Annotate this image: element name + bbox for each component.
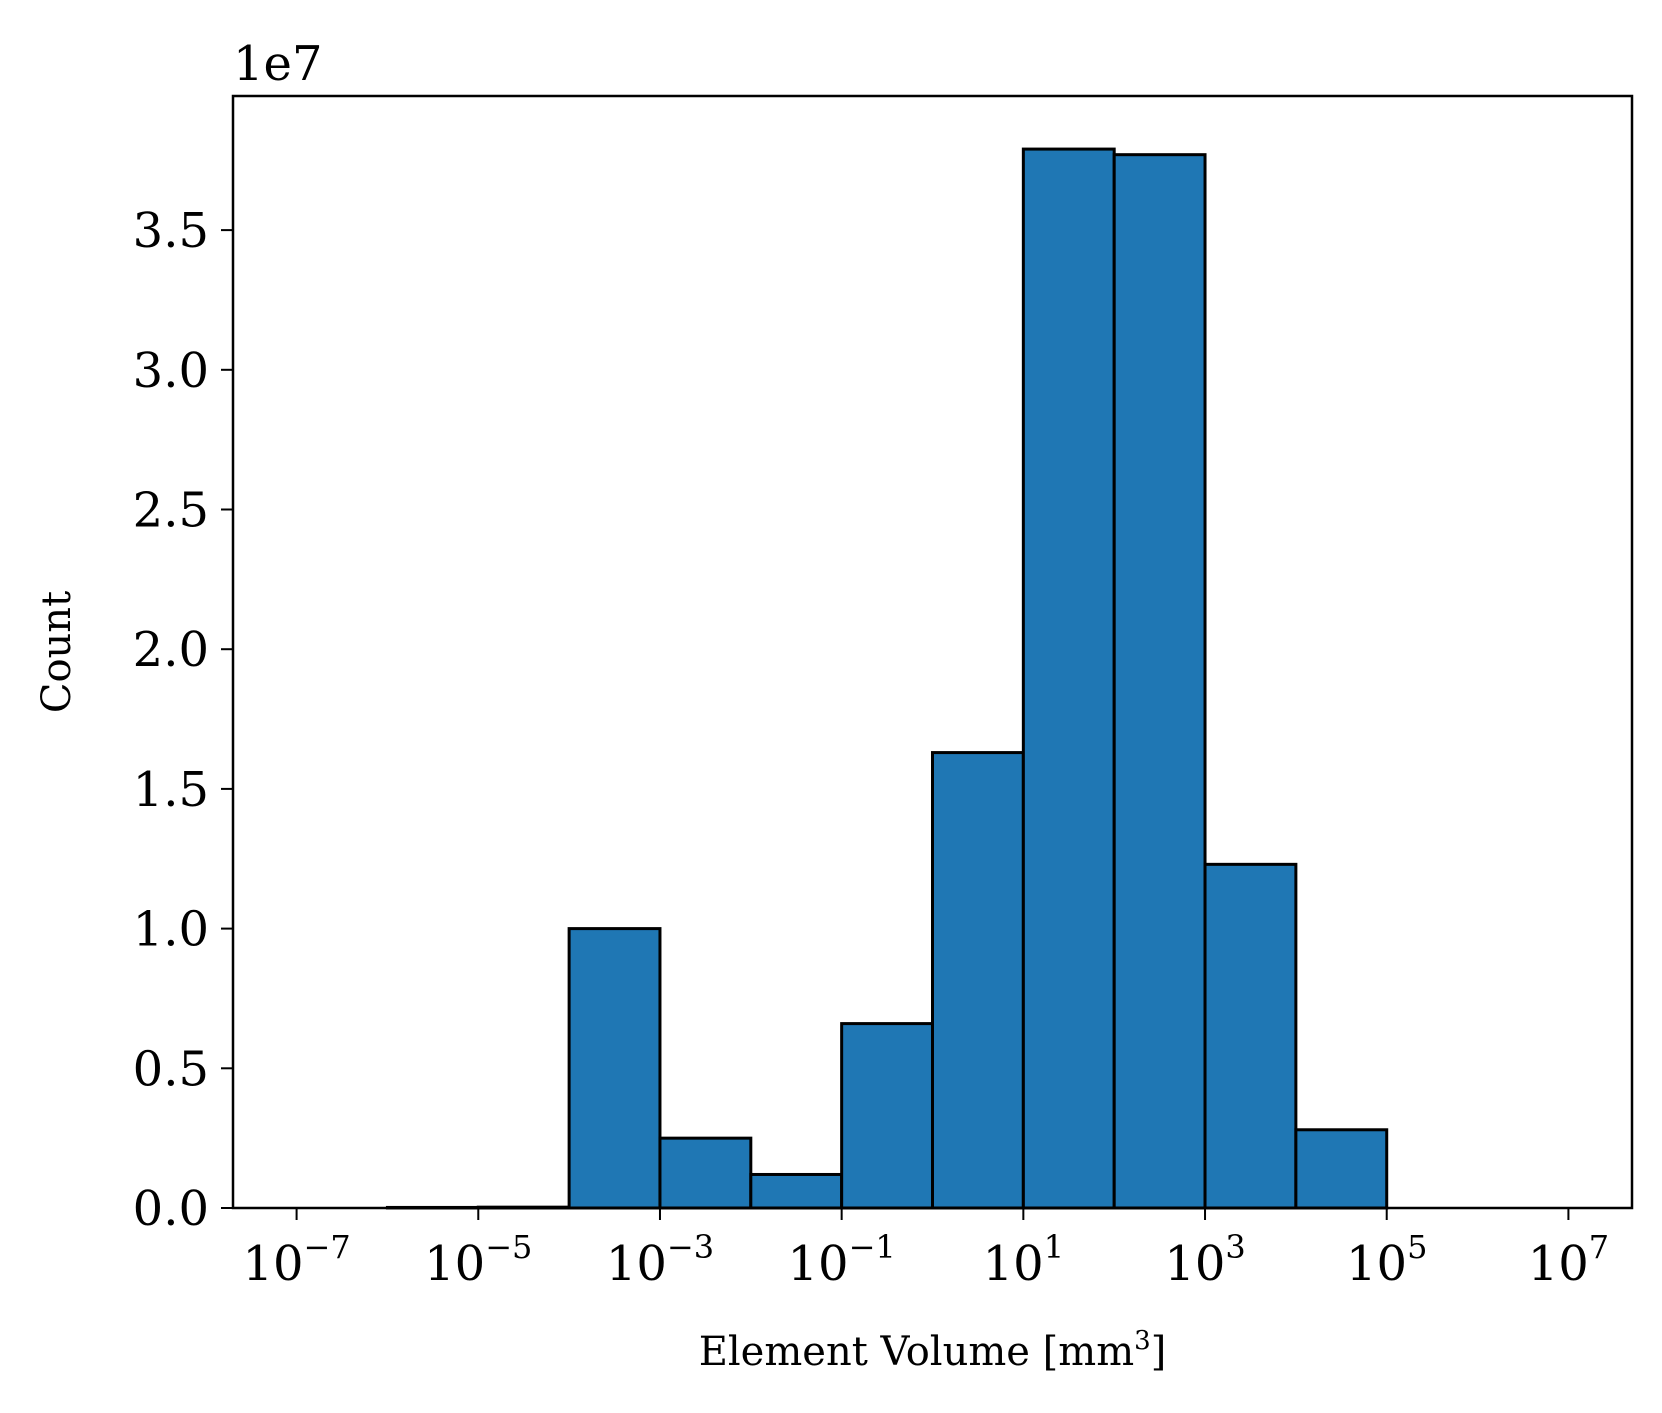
y-tick-label-2: 1.0 [133, 902, 209, 958]
y-tick-label-5: 2.5 [133, 483, 209, 539]
y-tick-label-0: 0.0 [133, 1181, 209, 1237]
histogram-bar-6 [840, 1022, 934, 1210]
y-offset-label: 1e7 [233, 36, 322, 92]
x-tick-label-0: 10−7 [242, 1228, 350, 1292]
x-axis-label: Element Volume [mm3] [699, 1326, 1167, 1375]
x-tick-label-6: 105 [1346, 1228, 1427, 1292]
y-axis-ticks: 0.0 0.5 1.0 1.5 2.0 2.5 3.0 3.5 [133, 203, 233, 1237]
x-axis-label-text: Element Volume [mm [699, 1329, 1134, 1375]
x-tick-label-5: 103 [1164, 1228, 1245, 1292]
histogram-bar-7 [931, 751, 1025, 1210]
x-tick-label-3: 10−1 [788, 1228, 896, 1292]
histogram-bar-9 [1112, 153, 1207, 1210]
x-tick-label-4: 101 [983, 1228, 1064, 1292]
y-tick-label-1: 0.5 [133, 1041, 209, 1097]
x-tick-label-7: 107 [1528, 1228, 1609, 1292]
histogram-bar-5 [749, 1172, 844, 1210]
y-tick-label-4: 2.0 [133, 622, 209, 678]
plot-frame [231, 94, 1634, 1210]
bars-group [385, 147, 1389, 1210]
x-axis-ticks: 10−7 10−5 10−3 10−1 101 103 105 107 [242, 1208, 1609, 1292]
x-axis-label-superscript: 3 [1134, 1326, 1151, 1356]
x-axis-label-suffix: ] [1151, 1329, 1167, 1375]
x-tick-label-1: 10−5 [424, 1228, 532, 1292]
histogram-bar-3 [567, 927, 662, 1210]
y-axis-label: Count [34, 591, 80, 713]
histogram-bar-4 [658, 1136, 753, 1210]
y-tick-label-7: 3.5 [133, 203, 209, 259]
histogram-bar-10 [1203, 862, 1298, 1210]
x-tick-label-2: 10−3 [606, 1228, 714, 1292]
histogram-bar-11 [1294, 1128, 1389, 1210]
y-tick-label-3: 1.5 [133, 762, 209, 818]
histogram-bar-8 [1021, 147, 1116, 1210]
y-tick-label-6: 3.0 [133, 343, 209, 399]
